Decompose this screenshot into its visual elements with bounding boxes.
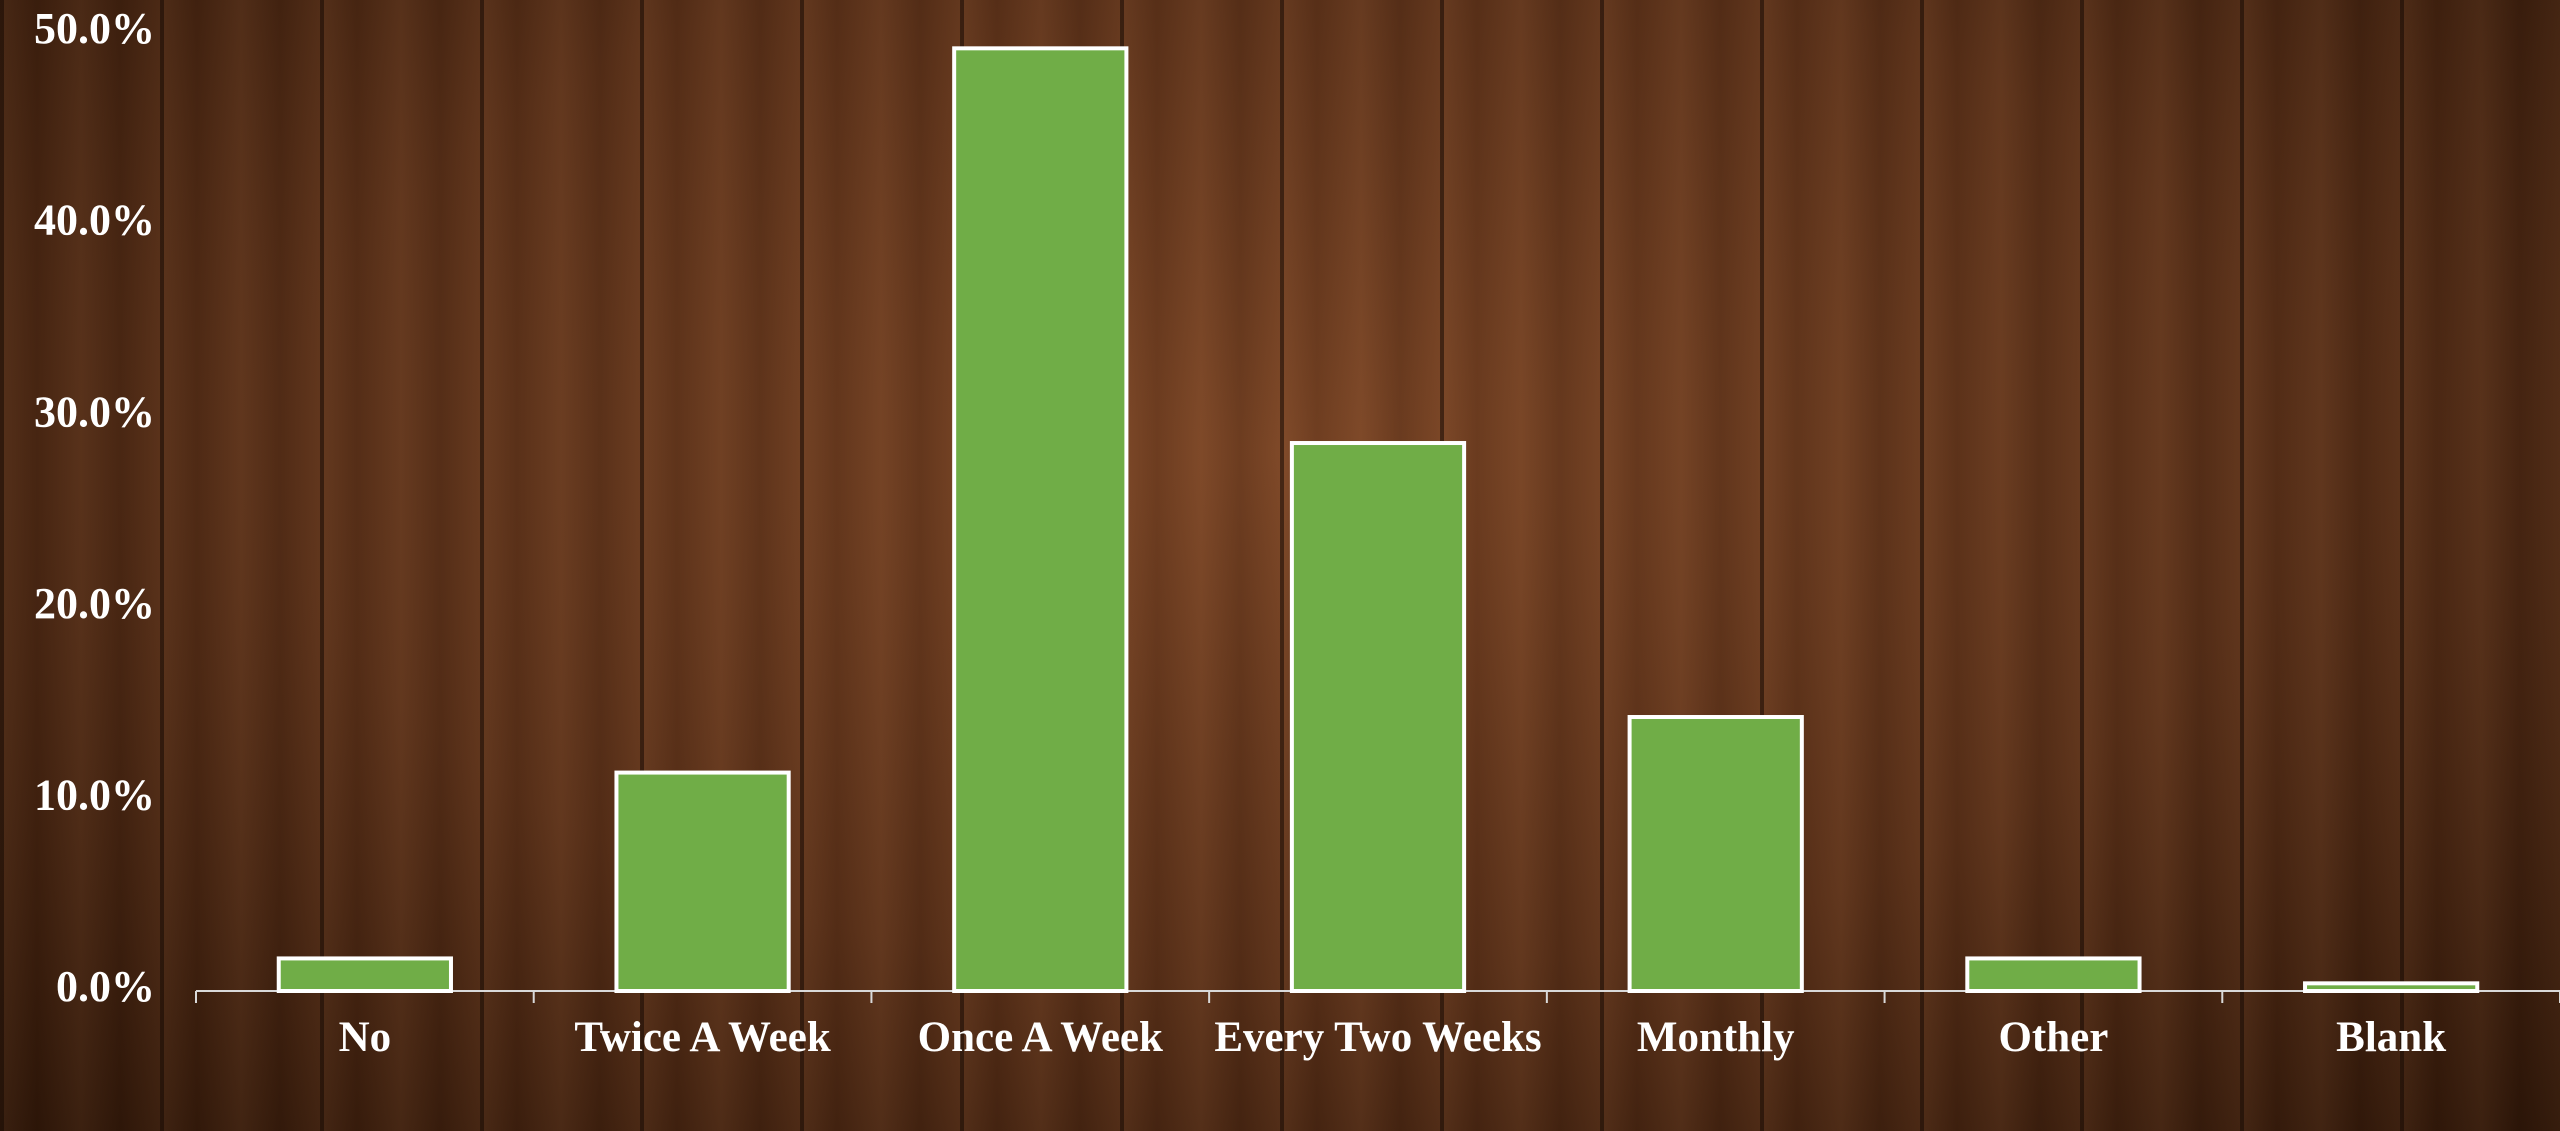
bar [2305,983,2477,991]
x-tick-label: Blank [2226,1011,2556,1065]
bar [954,48,1126,991]
bar [1292,443,1464,991]
plot: 0.0% 10.0% 20.0% 30.0% 40.0% 50.0% [0,0,2560,1131]
y-tick-label: 50.0% [34,4,155,53]
bar [1630,717,1802,991]
y-tick-label: 20.0% [34,579,155,628]
bar [1967,958,2139,991]
x-tick-label: Once A Week [875,1011,1205,1065]
y-tick-label: 0.0% [56,962,155,1011]
x-tick-label: No [200,1011,530,1065]
y-tick-label: 10.0% [34,770,155,819]
x-tick-label: Other [1888,1011,2218,1065]
bar [279,958,451,991]
x-tick-label: Twice A Week [538,1011,868,1065]
chart: 0.0% 10.0% 20.0% 30.0% 40.0% 50.0% NoTwice A … [0,0,2560,1131]
y-tick-label: 40.0% [34,196,155,245]
y-tick-label: 30.0% [34,387,155,436]
bar [616,773,788,991]
x-tick-label: Every Two Weeks [1213,1011,1543,1065]
x-tick-label: Monthly [1551,1011,1881,1065]
